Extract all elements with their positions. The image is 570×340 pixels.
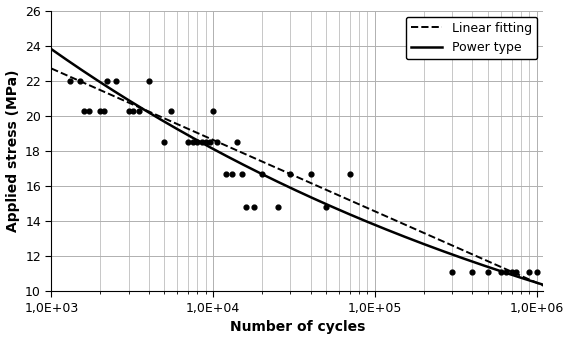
Point [184,139,193,145]
Power type [247,166,254,170]
Power type [264,175,271,179]
Point [188,139,197,145]
Point [212,139,221,145]
Power type [48,47,55,51]
Point [135,108,144,113]
Point [201,139,210,145]
Line: Linear fitting: Linear fitting [51,69,543,286]
Y-axis label: Applied stress (MPa): Applied stress (MPa) [6,70,19,232]
Point [306,171,315,176]
Legend: Linear fitting, Power type: Linear fitting, Power type [406,17,537,59]
Linear fitting [386,216,393,220]
Point [111,78,120,84]
Linear fitting [540,284,547,288]
Power type [431,246,438,250]
Point [273,204,282,210]
Point [512,269,521,275]
Point [447,269,457,275]
Point [144,78,153,84]
Point [75,78,84,84]
Linear fitting [264,162,271,166]
Point [209,108,218,113]
Point [242,204,251,210]
Linear fitting [431,236,438,240]
Power type [386,228,393,233]
Point [102,78,111,84]
Point [507,269,516,275]
Power type [441,250,447,254]
Point [96,108,105,113]
Point [160,139,169,145]
Linear fitting [48,67,55,71]
Point [483,269,492,275]
Line: Power type: Power type [51,49,543,285]
Point [257,171,266,176]
Point [66,78,75,84]
Linear fitting [98,89,105,93]
Point [468,269,477,275]
Linear fitting [247,154,254,158]
Linear fitting [441,240,447,244]
Point [221,171,230,176]
Point [496,269,506,275]
Point [197,139,206,145]
Point [286,171,295,176]
Point [205,139,214,145]
Point [232,139,241,145]
Point [166,108,176,113]
Point [321,204,331,210]
Point [532,269,541,275]
Point [227,171,236,176]
Point [502,269,511,275]
Point [129,108,138,113]
Power type [540,283,547,287]
Point [193,139,202,145]
Point [99,108,108,113]
X-axis label: Number of cycles: Number of cycles [230,320,365,335]
Point [250,204,259,210]
Point [124,108,133,113]
Point [80,108,89,113]
Point [237,171,246,176]
Point [84,108,93,113]
Point [345,171,355,176]
Point [524,269,534,275]
Power type [98,81,105,85]
